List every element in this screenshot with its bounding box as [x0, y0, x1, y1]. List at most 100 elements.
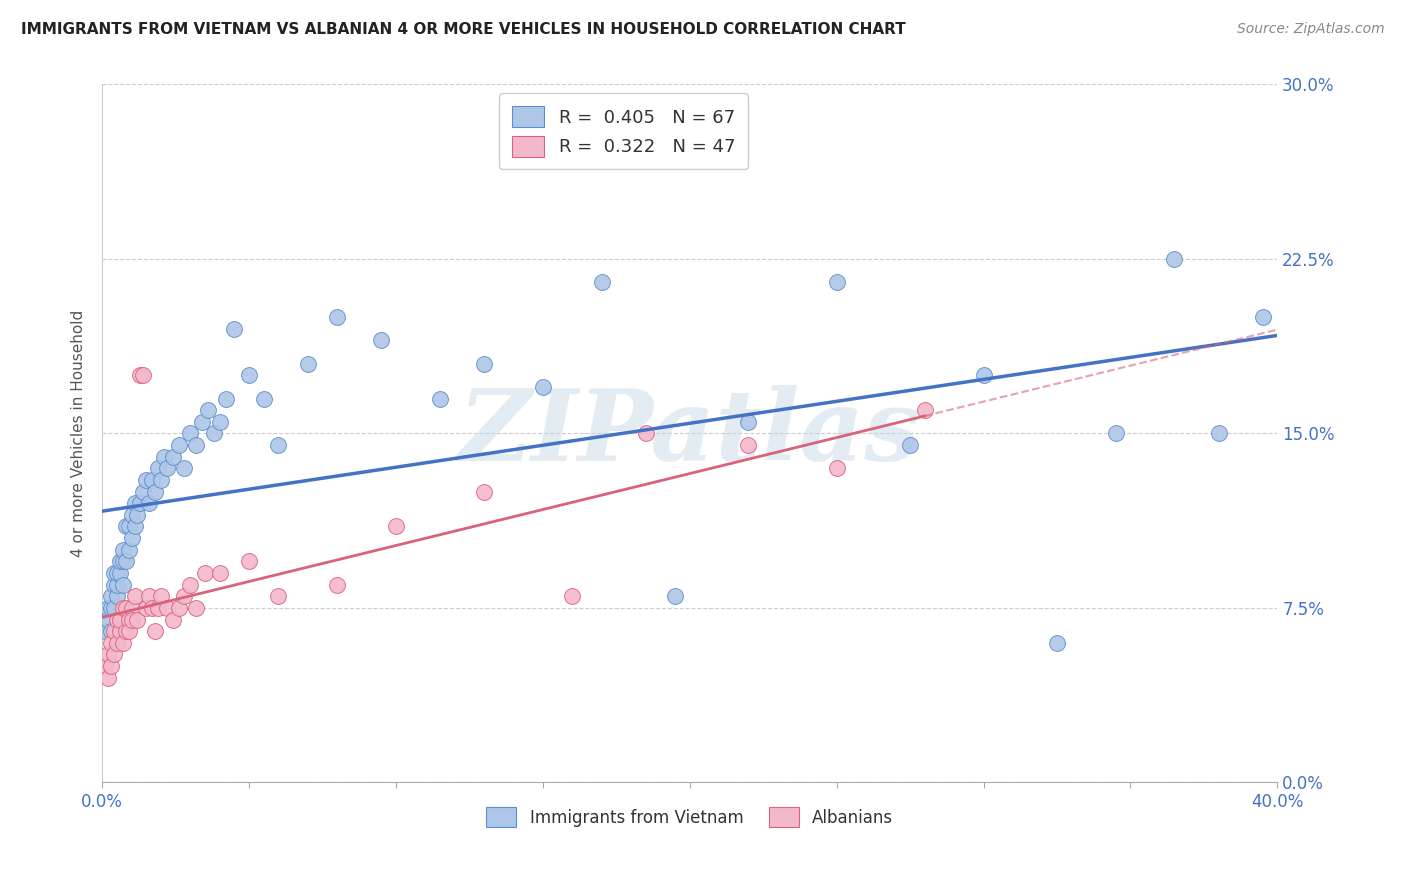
Point [127, 613, 149, 627]
Point [238, 554, 260, 568]
Point [385, 519, 408, 533]
Point [124, 519, 146, 533]
Point [121, 531, 143, 545]
Point [143, 624, 166, 639]
Point [1105, 426, 1128, 441]
Point [105, 566, 128, 580]
Point [97, 613, 120, 627]
Point [197, 403, 219, 417]
Point [737, 415, 759, 429]
Point [129, 368, 152, 383]
Point [108, 554, 131, 568]
Point [105, 589, 128, 603]
Point [267, 589, 290, 603]
Point [111, 600, 134, 615]
Point [179, 577, 201, 591]
Point [121, 600, 143, 615]
Point [149, 473, 172, 487]
Point [124, 496, 146, 510]
Point [114, 519, 136, 533]
Point [105, 636, 128, 650]
Point [326, 310, 349, 324]
Point [472, 484, 495, 499]
Point [100, 636, 122, 650]
Point [429, 392, 451, 406]
Point [141, 600, 163, 615]
Point [214, 392, 236, 406]
Text: IMMIGRANTS FROM VIETNAM VS ALBANIAN 4 OR MORE VEHICLES IN HOUSEHOLD CORRELATION : IMMIGRANTS FROM VIETNAM VS ALBANIAN 4 OR… [21, 22, 905, 37]
Point [472, 357, 495, 371]
Point [138, 589, 160, 603]
Point [103, 577, 125, 591]
Point [94, 659, 117, 673]
Point [186, 438, 208, 452]
Point [156, 600, 179, 615]
Point [173, 589, 195, 603]
Point [664, 589, 686, 603]
Point [121, 508, 143, 522]
Point [114, 624, 136, 639]
Point [100, 624, 122, 639]
Point [267, 438, 290, 452]
Point [121, 613, 143, 627]
Point [108, 566, 131, 580]
Point [143, 484, 166, 499]
Point [737, 438, 759, 452]
Point [114, 600, 136, 615]
Point [108, 624, 131, 639]
Point [914, 403, 936, 417]
Point [1208, 426, 1230, 441]
Point [208, 415, 231, 429]
Point [146, 600, 169, 615]
Point [111, 554, 134, 568]
Point [97, 648, 120, 662]
Point [297, 357, 319, 371]
Point [138, 496, 160, 510]
Y-axis label: 4 or more Vehicles in Household: 4 or more Vehicles in Household [72, 310, 86, 557]
Point [162, 450, 184, 464]
Point [167, 438, 190, 452]
Text: ZIPatlas: ZIPatlas [458, 385, 921, 482]
Point [238, 368, 260, 383]
Point [100, 589, 122, 603]
Point [194, 566, 217, 580]
Point [97, 671, 120, 685]
Point [111, 577, 134, 591]
Point [1251, 310, 1274, 324]
Point [186, 600, 208, 615]
Point [124, 589, 146, 603]
Point [825, 275, 848, 289]
Point [118, 624, 141, 639]
Point [132, 484, 155, 499]
Point [162, 613, 184, 627]
Point [224, 322, 246, 336]
Point [129, 496, 152, 510]
Point [167, 600, 190, 615]
Point [591, 275, 613, 289]
Point [531, 380, 554, 394]
Point [208, 566, 231, 580]
Point [111, 636, 134, 650]
Point [97, 600, 120, 615]
Point [561, 589, 583, 603]
Point [146, 461, 169, 475]
Point [141, 473, 163, 487]
Point [105, 613, 128, 627]
Point [1046, 636, 1069, 650]
Point [111, 542, 134, 557]
Point [202, 426, 225, 441]
Point [105, 577, 128, 591]
Point [156, 461, 179, 475]
Point [173, 461, 195, 475]
Point [149, 589, 172, 603]
Point [135, 473, 157, 487]
Point [108, 613, 131, 627]
Point [100, 600, 122, 615]
Point [973, 368, 995, 383]
Point [118, 519, 141, 533]
Point [114, 554, 136, 568]
Point [898, 438, 921, 452]
Point [825, 461, 848, 475]
Text: Source: ZipAtlas.com: Source: ZipAtlas.com [1237, 22, 1385, 37]
Point [132, 368, 155, 383]
